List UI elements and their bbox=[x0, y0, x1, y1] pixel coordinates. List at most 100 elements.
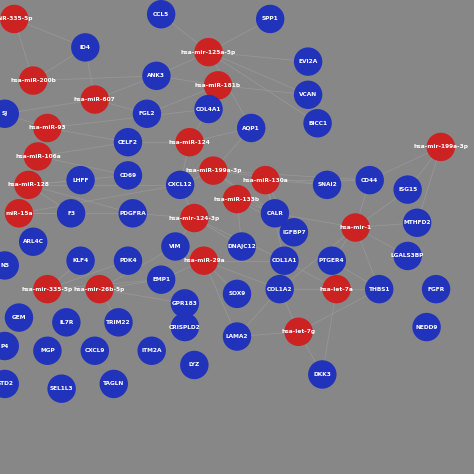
Circle shape bbox=[237, 114, 265, 142]
Text: hsa-miR-181b: hsa-miR-181b bbox=[195, 83, 241, 88]
Text: DKK3: DKK3 bbox=[313, 372, 331, 377]
Circle shape bbox=[52, 308, 81, 337]
Circle shape bbox=[403, 209, 431, 237]
Text: hsa-mir-1: hsa-mir-1 bbox=[339, 225, 372, 230]
Circle shape bbox=[261, 199, 289, 228]
Text: LHFF: LHFF bbox=[73, 178, 89, 182]
Circle shape bbox=[137, 337, 166, 365]
Circle shape bbox=[33, 275, 62, 303]
Circle shape bbox=[422, 275, 450, 303]
Circle shape bbox=[133, 100, 161, 128]
Text: GEM: GEM bbox=[12, 315, 26, 320]
Text: VCAN: VCAN bbox=[299, 92, 317, 97]
Text: F3: F3 bbox=[67, 211, 75, 216]
Text: SOX9: SOX9 bbox=[228, 292, 246, 296]
Circle shape bbox=[194, 95, 223, 123]
Circle shape bbox=[194, 38, 223, 66]
Text: SJ: SJ bbox=[1, 111, 8, 116]
Circle shape bbox=[142, 62, 171, 90]
Text: hsa-miR-200b: hsa-miR-200b bbox=[10, 78, 56, 83]
Text: THBS1: THBS1 bbox=[368, 287, 390, 292]
Text: SNAI2: SNAI2 bbox=[317, 182, 337, 187]
Circle shape bbox=[14, 171, 43, 199]
Text: SPP1: SPP1 bbox=[262, 17, 279, 21]
Text: EMP1: EMP1 bbox=[152, 277, 170, 282]
Circle shape bbox=[104, 308, 133, 337]
Circle shape bbox=[199, 156, 228, 185]
Text: PDGFRA: PDGFRA bbox=[119, 211, 146, 216]
Text: COL1A2: COL1A2 bbox=[267, 287, 292, 292]
Text: ISG15: ISG15 bbox=[398, 187, 417, 192]
Text: IL7R: IL7R bbox=[59, 320, 73, 325]
Circle shape bbox=[114, 161, 142, 190]
Circle shape bbox=[171, 313, 199, 341]
Text: hsa-miR-199a-3p: hsa-miR-199a-3p bbox=[185, 168, 242, 173]
Circle shape bbox=[66, 246, 95, 275]
Text: BICC1: BICC1 bbox=[308, 121, 327, 126]
Circle shape bbox=[161, 232, 190, 261]
Circle shape bbox=[356, 166, 384, 194]
Text: hsa-let-7a: hsa-let-7a bbox=[319, 287, 354, 292]
Text: LGALS3BP: LGALS3BP bbox=[391, 254, 424, 258]
Text: hsa-miR-93: hsa-miR-93 bbox=[28, 126, 66, 130]
Circle shape bbox=[180, 351, 209, 379]
Circle shape bbox=[166, 171, 194, 199]
Circle shape bbox=[0, 100, 19, 128]
Text: STD2: STD2 bbox=[0, 382, 13, 386]
Text: GPR183: GPR183 bbox=[172, 301, 198, 306]
Circle shape bbox=[294, 81, 322, 109]
Circle shape bbox=[280, 218, 308, 246]
Circle shape bbox=[100, 370, 128, 398]
Circle shape bbox=[114, 128, 142, 156]
Circle shape bbox=[365, 275, 393, 303]
Text: FGL2: FGL2 bbox=[139, 111, 155, 116]
Text: EVI2A: EVI2A bbox=[299, 59, 318, 64]
Text: DNAJC12: DNAJC12 bbox=[228, 244, 256, 249]
Circle shape bbox=[180, 204, 209, 232]
Text: PTGER4: PTGER4 bbox=[319, 258, 345, 263]
Text: hsa-miR-130a: hsa-miR-130a bbox=[243, 178, 288, 182]
Circle shape bbox=[256, 5, 284, 33]
Text: N5: N5 bbox=[0, 263, 9, 268]
Circle shape bbox=[341, 213, 370, 242]
Circle shape bbox=[57, 199, 85, 228]
Circle shape bbox=[118, 199, 147, 228]
Circle shape bbox=[190, 246, 218, 275]
Text: TAGLN: TAGLN bbox=[103, 382, 124, 386]
Text: VIM: VIM bbox=[169, 244, 182, 249]
Text: CD69: CD69 bbox=[119, 173, 137, 178]
Circle shape bbox=[19, 228, 47, 256]
Circle shape bbox=[318, 246, 346, 275]
Circle shape bbox=[71, 33, 100, 62]
Text: CRISPLD2: CRISPLD2 bbox=[169, 325, 201, 329]
Text: LYZ: LYZ bbox=[189, 363, 200, 367]
Text: hsa-let-7g: hsa-let-7g bbox=[282, 329, 316, 334]
Circle shape bbox=[265, 275, 294, 303]
Circle shape bbox=[228, 232, 256, 261]
Text: ANK3: ANK3 bbox=[147, 73, 165, 78]
Circle shape bbox=[24, 142, 52, 171]
Text: hsa-mir-125a-5p: hsa-mir-125a-5p bbox=[181, 50, 236, 55]
Circle shape bbox=[66, 166, 95, 194]
Text: IGFBP7: IGFBP7 bbox=[282, 230, 306, 235]
Text: CALR: CALR bbox=[266, 211, 283, 216]
Text: hsa-mir-124-3p: hsa-mir-124-3p bbox=[169, 216, 220, 220]
Circle shape bbox=[81, 85, 109, 114]
Text: miR-15a: miR-15a bbox=[5, 211, 33, 216]
Circle shape bbox=[223, 185, 251, 213]
Circle shape bbox=[0, 332, 19, 360]
Circle shape bbox=[147, 265, 175, 294]
Circle shape bbox=[114, 246, 142, 275]
Text: hsa-mir-26b-5p: hsa-mir-26b-5p bbox=[74, 287, 125, 292]
Circle shape bbox=[322, 275, 351, 303]
Text: PDK4: PDK4 bbox=[119, 258, 137, 263]
Text: ITM2A: ITM2A bbox=[141, 348, 162, 353]
Text: hsa-miR-124: hsa-miR-124 bbox=[169, 140, 210, 145]
Text: CELF2: CELF2 bbox=[118, 140, 138, 145]
Circle shape bbox=[223, 322, 251, 351]
Text: LAMA2: LAMA2 bbox=[226, 334, 248, 339]
Circle shape bbox=[412, 313, 441, 341]
Text: COL1A1: COL1A1 bbox=[272, 258, 297, 263]
Text: FGFR: FGFR bbox=[428, 287, 445, 292]
Circle shape bbox=[5, 199, 33, 228]
